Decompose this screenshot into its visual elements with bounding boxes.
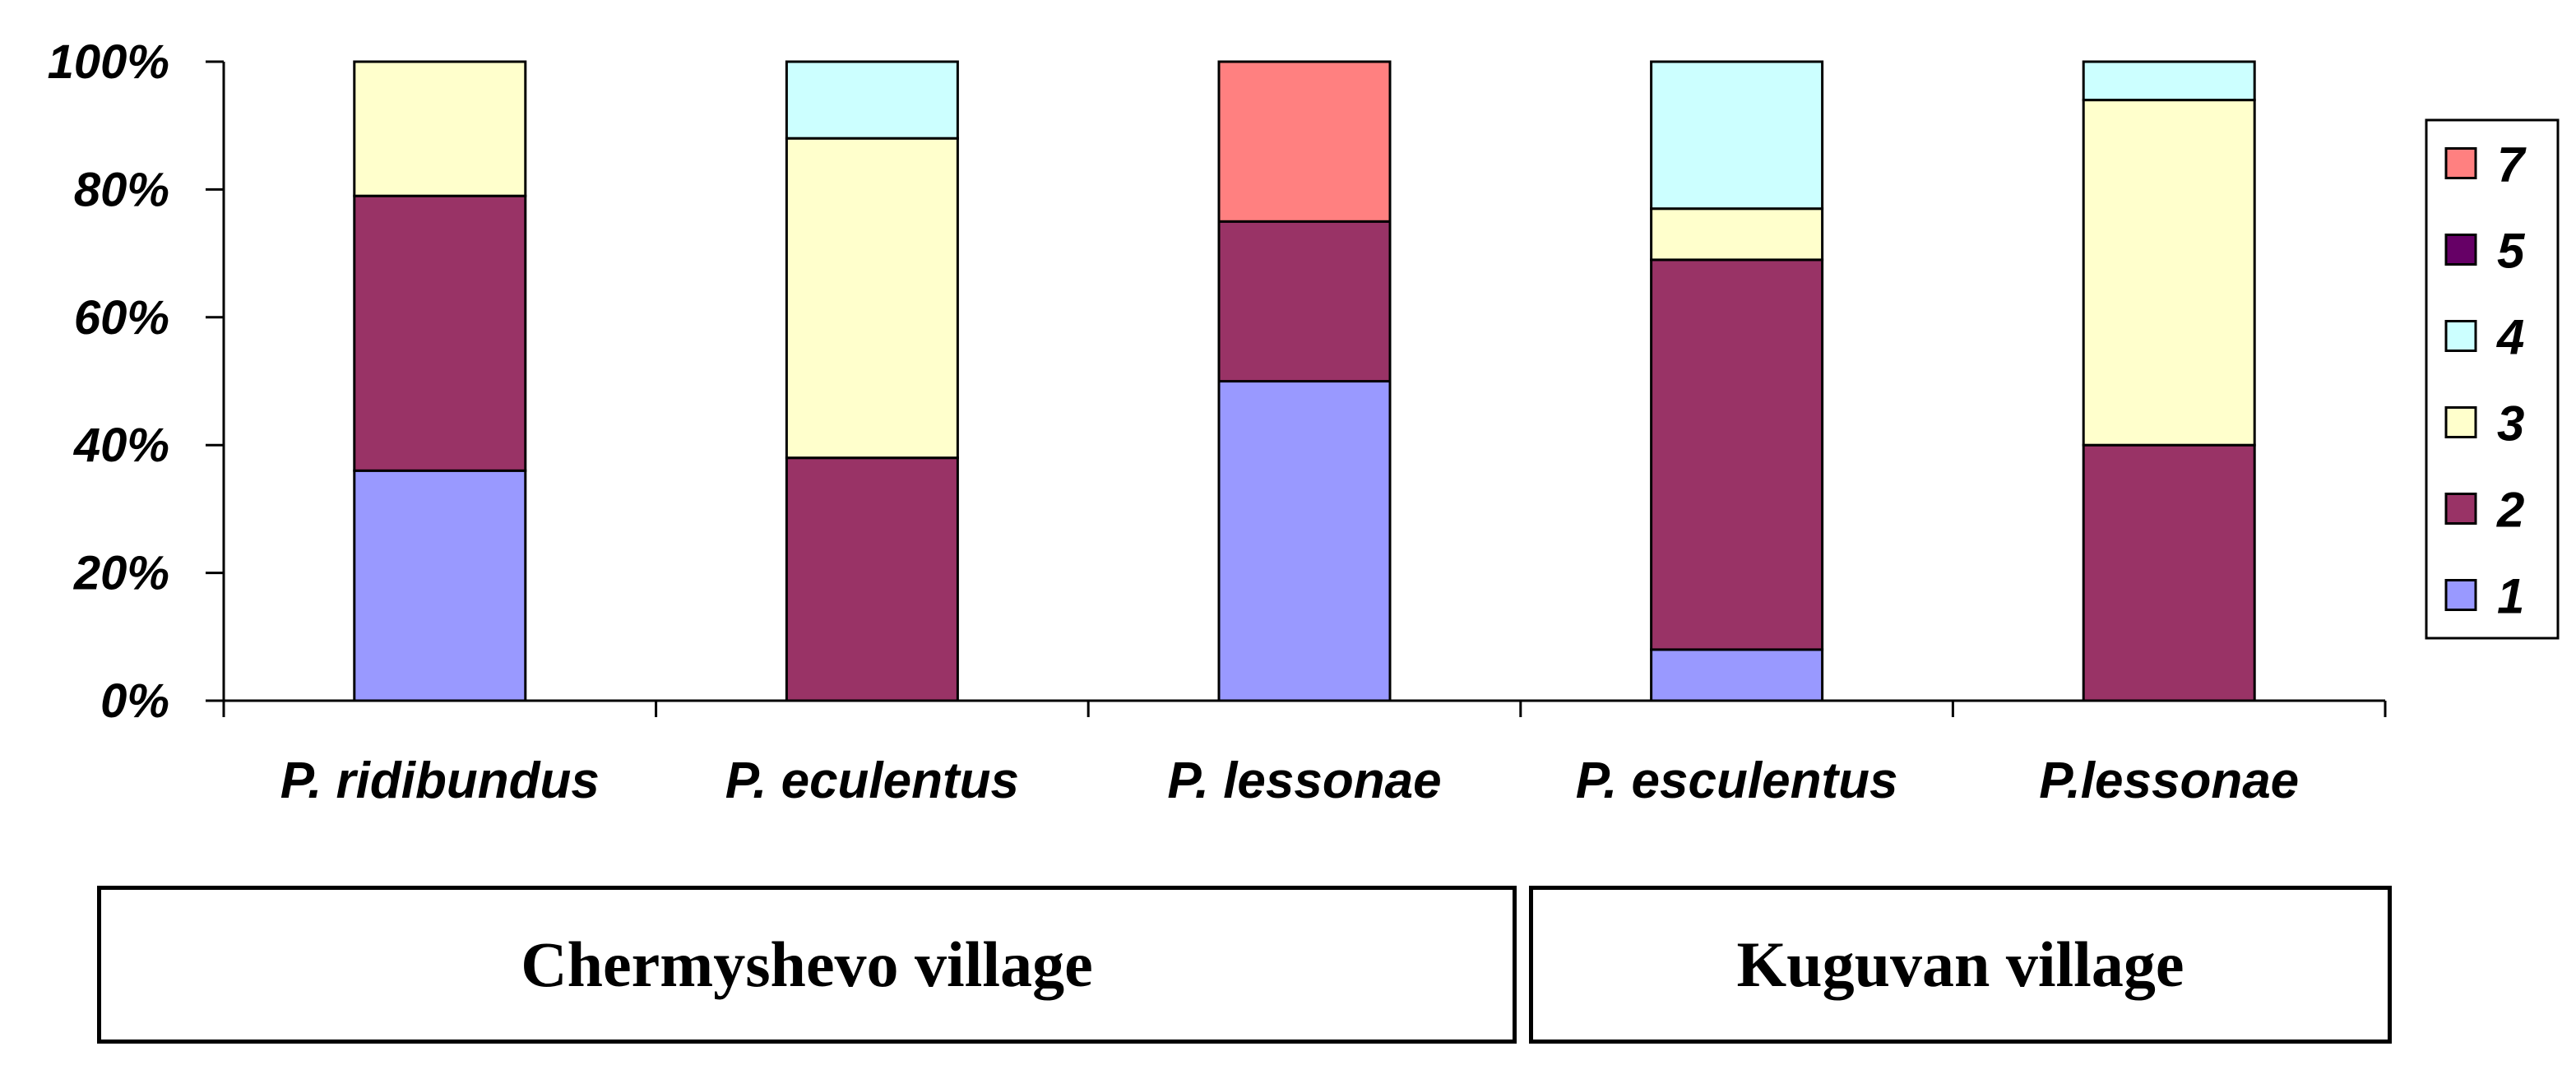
bar-segment-p-esculentus-3 bbox=[1650, 207, 1824, 262]
group-label-kuguvan: Kuguvan village bbox=[1736, 928, 2185, 1000]
legend-label-1: 1 bbox=[2497, 569, 2524, 624]
legend-swatch-3 bbox=[2444, 406, 2477, 438]
bar-segment-p-esculentus-4 bbox=[1650, 60, 1824, 211]
x-tick-label-p-lessonae: P. lessonae bbox=[1167, 752, 1441, 809]
bars-layer bbox=[353, 60, 2256, 702]
legend-label-5: 5 bbox=[2497, 224, 2526, 279]
x-tick-label-p-lessonae: P.lessonae bbox=[2039, 752, 2299, 809]
axes-layer: P. ridibundus P. eculentus P. lessonae P. e… bbox=[48, 35, 2387, 809]
legend-swatch-7 bbox=[2444, 147, 2477, 179]
bar-segment-p-ridibundus-2 bbox=[353, 194, 527, 472]
legend-box bbox=[2425, 118, 2560, 640]
legend-swatch-2 bbox=[2444, 493, 2477, 525]
x-tick-label-p-eculentus: P. eculentus bbox=[725, 752, 1019, 809]
group-box-chermyshevo: Chermyshevo village bbox=[97, 886, 1517, 1044]
bar-segment-p-lessonae-4 bbox=[2082, 60, 2256, 102]
bar-segment-p-eculentus-2 bbox=[785, 456, 959, 702]
x-tick-label-p-ridibundus: P. ridibundus bbox=[280, 752, 600, 809]
x-tick-label-p-esculentus: P. esculentus bbox=[1576, 752, 1898, 809]
legend-swatch-5 bbox=[2444, 234, 2477, 266]
bar-segment-p-lessonae-3 bbox=[2082, 99, 2256, 447]
y-tick-label-20: 20% bbox=[73, 547, 169, 600]
bar-segment-p-lessonae-2 bbox=[1217, 220, 1392, 383]
legend-label-2: 2 bbox=[2496, 483, 2524, 538]
y-tick-label-100: 100% bbox=[48, 35, 169, 89]
legend-label-7: 7 bbox=[2497, 137, 2527, 192]
legend-swatch-4 bbox=[2444, 320, 2477, 352]
y-tick-label-80: 80% bbox=[74, 163, 169, 216]
group-label-chermyshevo: Chermyshevo village bbox=[521, 928, 1093, 1000]
y-tick-label-60: 60% bbox=[74, 291, 169, 345]
legend-swatch-1 bbox=[2444, 579, 2477, 611]
bar-segment-p-ridibundus-3 bbox=[353, 60, 527, 197]
legend-label-4: 4 bbox=[2496, 310, 2524, 365]
y-tick-label-40: 40% bbox=[73, 419, 169, 472]
legend: 7 5 4 3 2 1 bbox=[2425, 118, 2560, 640]
bar-segment-p-lessonae-7 bbox=[1217, 60, 1392, 223]
bar-segment-p-lessonae-1 bbox=[1217, 380, 1392, 702]
group-box-kuguvan: Kuguvan village bbox=[1529, 886, 2392, 1044]
bar-segment-p-esculentus-2 bbox=[1650, 258, 1824, 651]
bar-segment-p-eculentus-3 bbox=[785, 137, 959, 460]
bar-segment-p-ridibundus-1 bbox=[353, 469, 527, 702]
bar-segment-p-esculentus-1 bbox=[1650, 648, 1824, 702]
bar-segment-p-lessonae-2 bbox=[2082, 443, 2256, 702]
y-tick-label-0: 0% bbox=[100, 674, 169, 728]
legend-label-3: 3 bbox=[2497, 396, 2524, 451]
bar-segment-p-eculentus-4 bbox=[785, 60, 959, 140]
